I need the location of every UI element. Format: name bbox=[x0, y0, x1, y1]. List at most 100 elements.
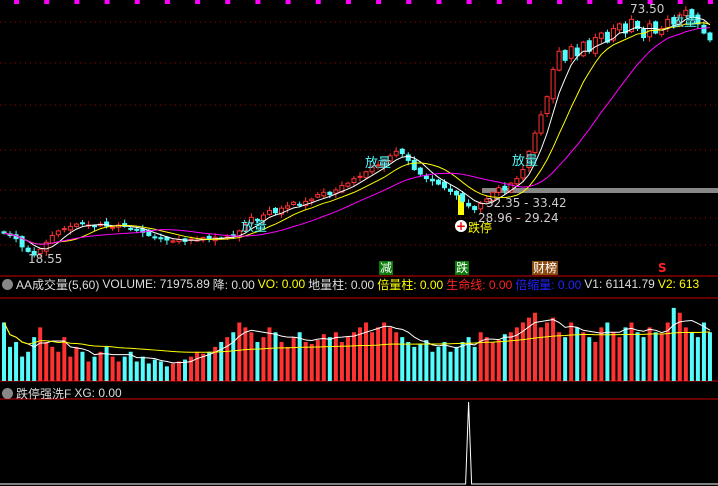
candle-body bbox=[375, 164, 381, 167]
range-label-1: 32.35 - 33.42 bbox=[486, 196, 567, 210]
candle-body bbox=[701, 24, 707, 34]
candle-body bbox=[598, 32, 604, 39]
candle-body bbox=[429, 178, 435, 182]
volume-bar bbox=[599, 327, 604, 381]
candle-body bbox=[236, 230, 242, 238]
candle-body bbox=[339, 184, 345, 193]
volume-bar bbox=[110, 356, 115, 381]
signal-dot bbox=[255, 0, 261, 4]
volume-bar bbox=[454, 346, 459, 381]
volume-bar bbox=[104, 346, 109, 381]
candle-body bbox=[357, 175, 363, 178]
volume-bar bbox=[575, 327, 580, 381]
candle-body bbox=[67, 225, 73, 231]
candle-body bbox=[448, 188, 454, 192]
marker-reduce[interactable]: 减 bbox=[379, 261, 394, 275]
candle-body bbox=[514, 178, 520, 185]
candle-body bbox=[61, 228, 67, 231]
candle-body bbox=[49, 234, 55, 244]
volume-bar bbox=[430, 351, 435, 381]
volume-bar bbox=[695, 337, 700, 381]
candle-body bbox=[604, 31, 610, 43]
candle-body bbox=[170, 240, 176, 243]
volume-bar bbox=[345, 337, 350, 381]
volume-bar bbox=[189, 356, 194, 381]
dilizhu-value: 地量柱: 0.00 bbox=[308, 277, 375, 292]
candle-body bbox=[387, 155, 393, 162]
candle-body bbox=[92, 225, 98, 228]
candle-body bbox=[55, 230, 61, 236]
indicator-name[interactable]: 跌停强洗F bbox=[16, 386, 72, 401]
candle-body bbox=[478, 203, 484, 210]
volume-bar bbox=[484, 337, 489, 381]
candle-body bbox=[580, 41, 586, 57]
volume-bar bbox=[195, 351, 200, 381]
candle-body bbox=[19, 236, 25, 248]
candle-body bbox=[158, 237, 164, 240]
v2-value: V2: 613 bbox=[657, 277, 700, 291]
candle-body bbox=[538, 114, 544, 134]
candle-body bbox=[635, 20, 641, 29]
volume-bar bbox=[164, 366, 169, 381]
volume-bar bbox=[333, 332, 338, 381]
candle-body bbox=[707, 32, 713, 41]
volume-bar bbox=[689, 332, 694, 381]
volume-bar bbox=[321, 334, 326, 381]
volume-bar bbox=[418, 343, 423, 381]
candle-body bbox=[592, 37, 598, 54]
volume-bar bbox=[68, 356, 73, 381]
volume-bar bbox=[400, 337, 405, 381]
signal-dot bbox=[526, 0, 532, 4]
volume-indicator-header: AA成交量(5,60) VOLUME: 71975.89 降: 0.00 VO:… bbox=[0, 276, 699, 292]
candle-body bbox=[671, 17, 677, 25]
volume-surge-label: 放量 bbox=[671, 15, 698, 30]
range-label-2: 28.96 - 29.24 bbox=[478, 211, 559, 225]
volume-bar bbox=[394, 332, 399, 381]
candle-body bbox=[25, 247, 31, 252]
volume-bar bbox=[569, 322, 574, 381]
volume-bar bbox=[683, 327, 688, 381]
indicator-menu-icon[interactable] bbox=[2, 278, 13, 290]
low-price-label: 18.55 bbox=[28, 252, 63, 266]
candle-body bbox=[279, 207, 285, 215]
volume-bar bbox=[611, 332, 616, 381]
volume-bar bbox=[551, 317, 556, 381]
volume-bar bbox=[496, 340, 501, 381]
volume-bar bbox=[279, 342, 284, 381]
candle-body bbox=[79, 222, 85, 225]
volume-bar bbox=[140, 356, 145, 381]
candle-body bbox=[43, 241, 49, 252]
volume-bar bbox=[315, 340, 320, 381]
volume-bar bbox=[526, 317, 531, 381]
beiliangzhu-value: 倍量柱: 0.00 bbox=[377, 277, 444, 292]
volume-bar bbox=[128, 351, 133, 381]
marker-finance-list[interactable]: 财榜 bbox=[532, 261, 559, 275]
signal-dot bbox=[647, 0, 653, 4]
candle-body bbox=[309, 198, 315, 202]
signal-dot bbox=[104, 0, 110, 4]
candle-body bbox=[472, 206, 478, 211]
volume-bar bbox=[339, 342, 344, 381]
indicator-name[interactable]: AA成交量(5,60) bbox=[16, 277, 100, 292]
marker-sell[interactable]: S bbox=[658, 261, 667, 275]
volume-bar bbox=[50, 346, 55, 381]
volume-bar bbox=[92, 356, 97, 381]
volume-bar bbox=[442, 342, 447, 381]
candle-body bbox=[629, 18, 635, 33]
volume-bar bbox=[448, 351, 453, 381]
candle-body bbox=[31, 250, 37, 256]
candle-body bbox=[653, 21, 659, 34]
volume-bar bbox=[267, 327, 272, 381]
volume-bar bbox=[587, 337, 592, 381]
volume-bar bbox=[701, 322, 706, 381]
signal-dot bbox=[406, 0, 412, 4]
high-price-label: 73.50 bbox=[630, 2, 665, 16]
volume-bar bbox=[176, 361, 181, 381]
indicator-menu-icon[interactable] bbox=[2, 387, 13, 399]
plus-circle-icon[interactable]: + bbox=[455, 219, 467, 233]
volume-ma-line bbox=[3, 319, 711, 364]
candle-body bbox=[248, 216, 254, 224]
marker-drop[interactable]: 跌 bbox=[455, 261, 470, 275]
volume-bar bbox=[466, 337, 471, 381]
